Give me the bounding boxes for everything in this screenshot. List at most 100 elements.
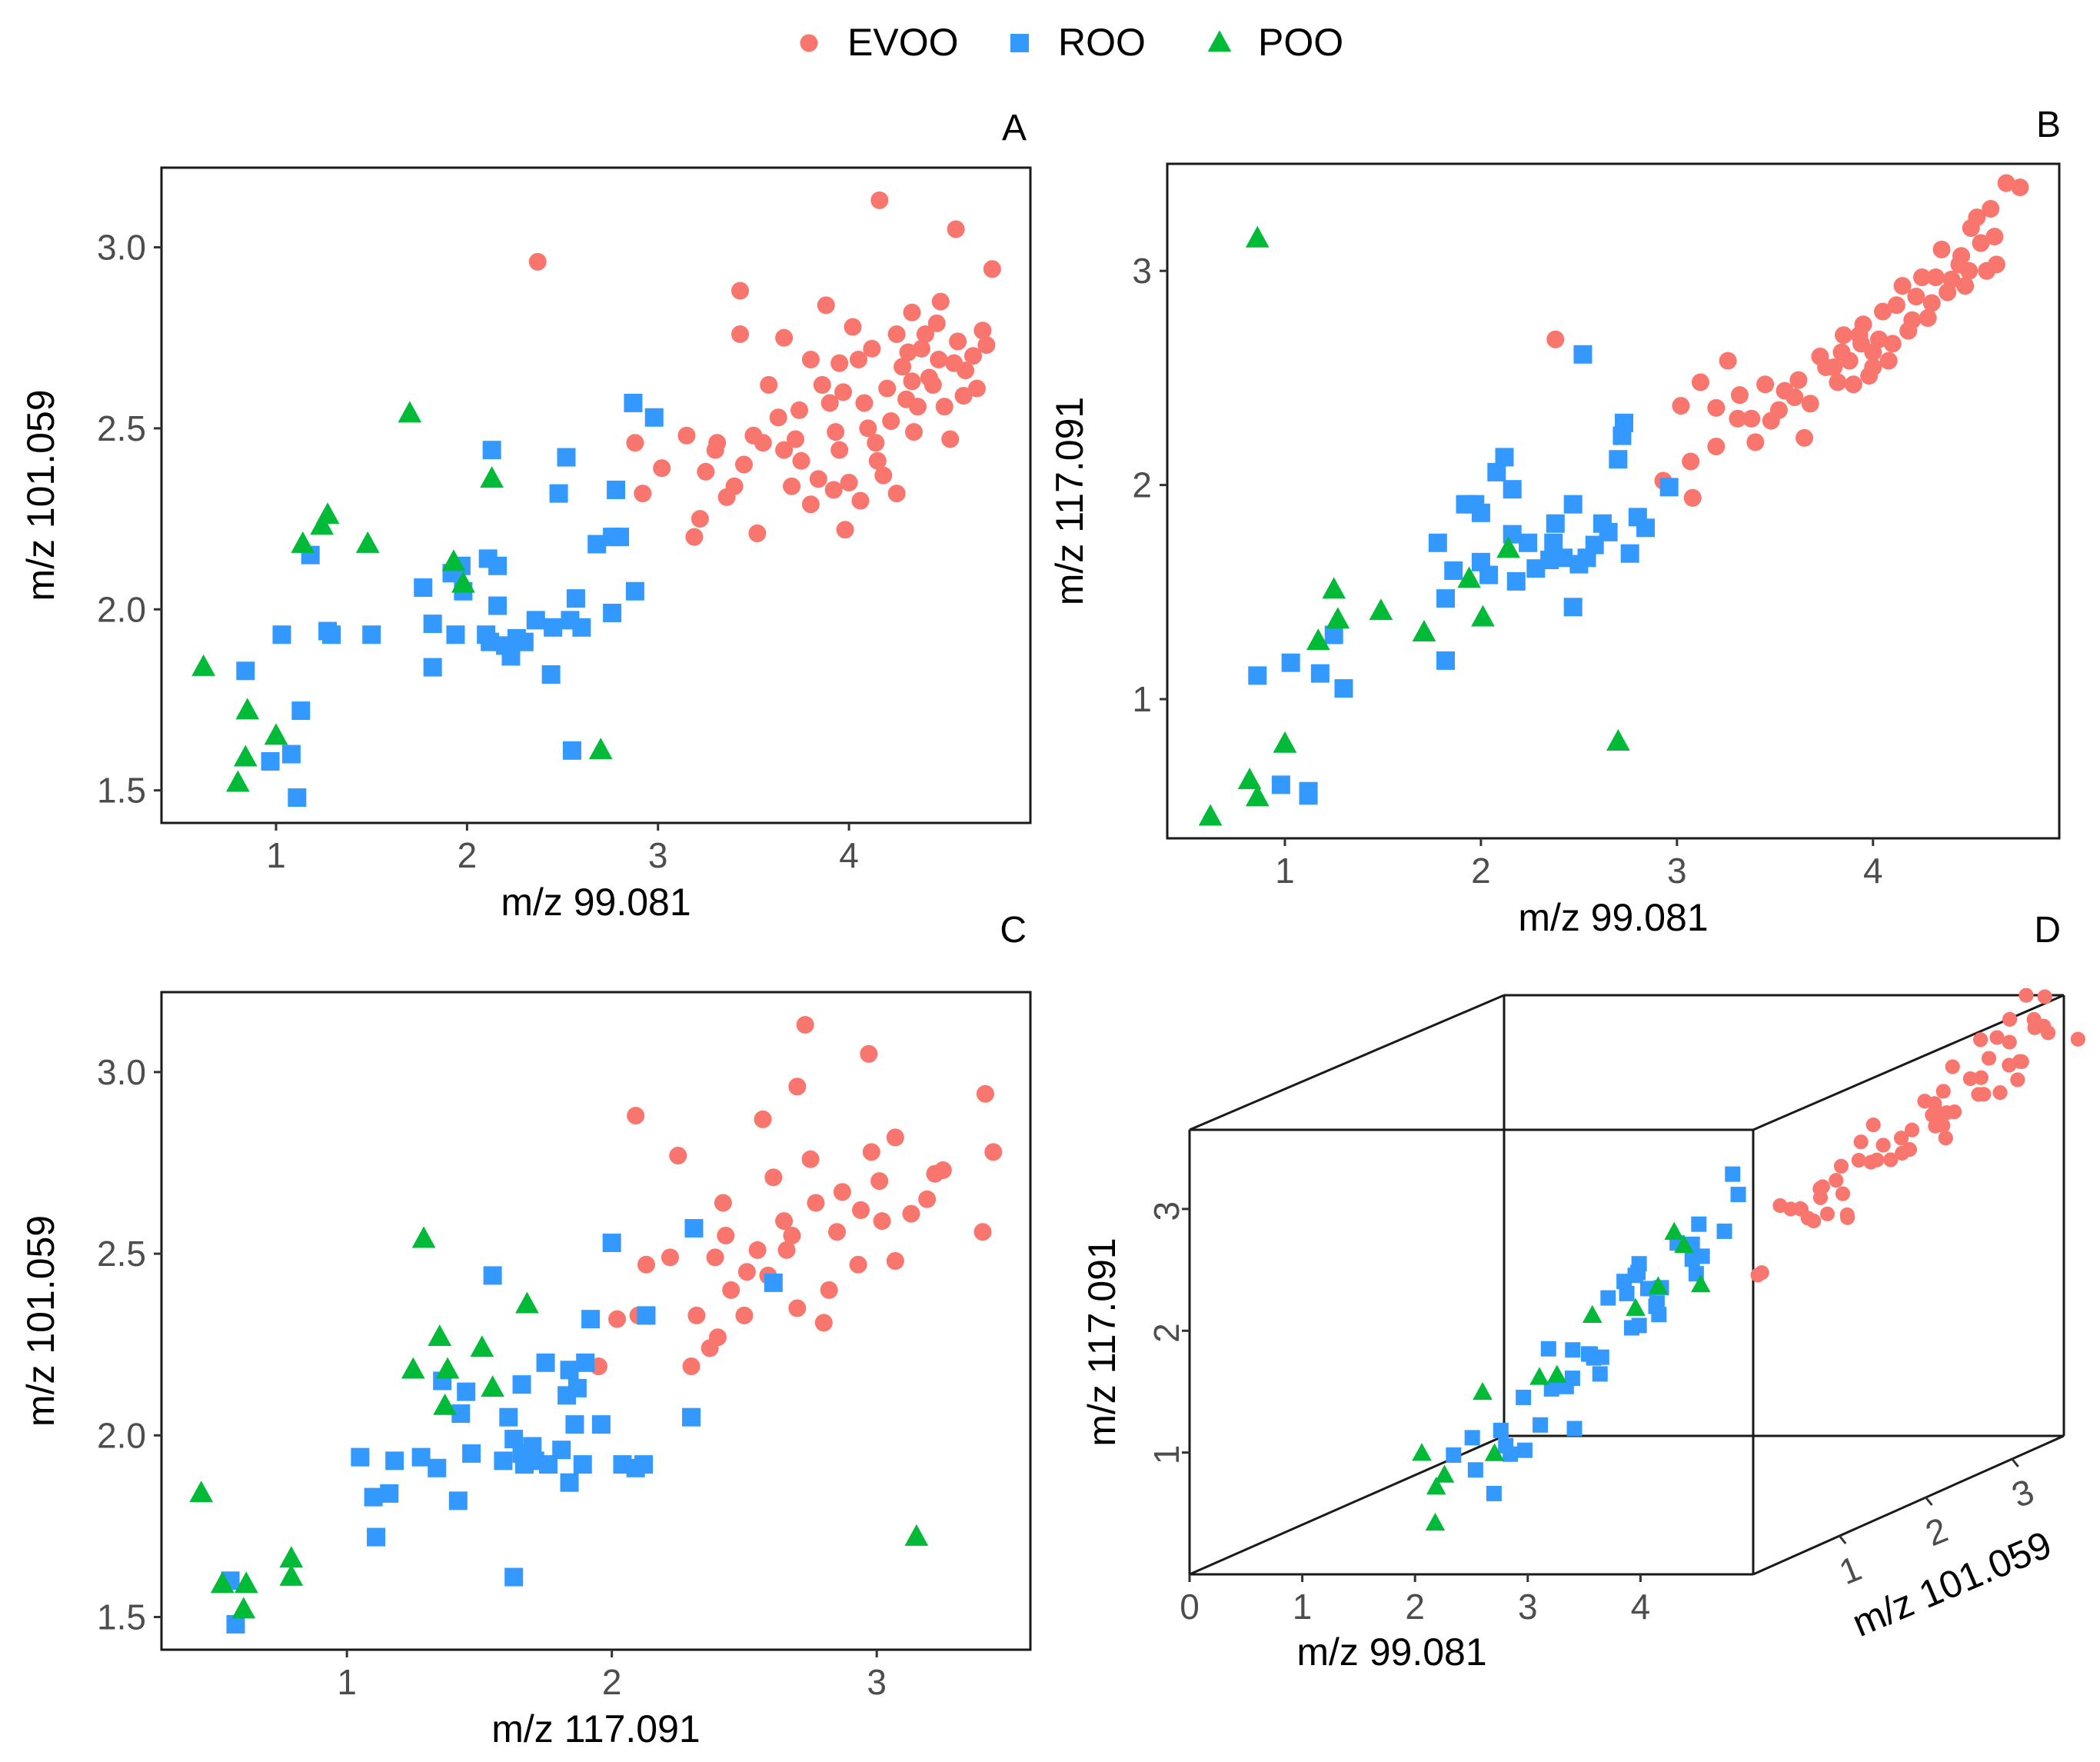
point-evoo-16 xyxy=(748,1241,767,1259)
point-poo-0 xyxy=(411,1226,436,1248)
point-evoo-19 xyxy=(813,375,831,394)
panel-d-zlabel: m/z 101.059 xyxy=(1846,1523,2058,1645)
x-tick-label: 1 xyxy=(337,1662,357,1702)
point-roo-12 xyxy=(1471,503,1490,522)
point-evoo-19 xyxy=(788,1299,807,1317)
panel-c-frame xyxy=(160,991,1032,1651)
point-evoo-3d-21 xyxy=(1829,1173,1844,1188)
point-evoo-56 xyxy=(1968,208,1986,227)
point-roo-3d-30 xyxy=(1467,1462,1483,1478)
point-poo-3d-0 xyxy=(1426,1476,1446,1495)
x-tick-label: 4 xyxy=(839,835,859,875)
point-roo-43 xyxy=(514,632,534,651)
point-evoo-16 xyxy=(1844,375,1862,394)
panel-b: B 1 2 3 4 1 2 3 m/z 99.081 m/z 117.091 xyxy=(1048,105,2061,939)
point-evoo-78 xyxy=(930,350,948,369)
point-roo-31 xyxy=(514,1455,534,1474)
point-evoo-54 xyxy=(1707,437,1726,456)
point-roo-2 xyxy=(1612,426,1632,445)
point-roo-34 xyxy=(236,661,255,681)
point-evoo-9 xyxy=(862,1143,880,1161)
point-poo-3d-2 xyxy=(1582,1304,1602,1324)
point-roo-11 xyxy=(457,1382,476,1401)
x-tick-label: 2 xyxy=(1471,851,1491,891)
point-roo-3d-5 xyxy=(1486,1485,1502,1501)
point-poo-3 xyxy=(1326,607,1350,629)
point-roo-21 xyxy=(322,625,341,645)
point-evoo-55 xyxy=(908,398,927,416)
point-poo-3d-13 xyxy=(1412,1443,1432,1461)
point-evoo-3d-10 xyxy=(2002,1034,2017,1050)
point-evoo-3 xyxy=(1682,452,1700,471)
point-evoo-59 xyxy=(809,470,827,488)
point-roo-32 xyxy=(1324,625,1343,645)
point-roo-4 xyxy=(637,1306,656,1325)
point-evoo-3d-17 xyxy=(1819,1206,1835,1221)
x-tick-label: 2 xyxy=(602,1662,622,1702)
point-evoo-50 xyxy=(787,430,805,448)
point-evoo-3d-38 xyxy=(2002,1011,2018,1027)
point-roo-3d-37 xyxy=(1581,1346,1597,1362)
x-tick-label: 4 xyxy=(1863,851,1883,891)
panel-c-xlabel: m/z 117.091 xyxy=(491,1707,700,1750)
point-evoo-18 xyxy=(801,495,820,514)
point-evoo-32 xyxy=(1997,174,2015,192)
point-poo-0 xyxy=(1245,225,1270,248)
point-roo-39 xyxy=(367,1527,386,1547)
point-roo-43 xyxy=(626,1458,645,1477)
point-evoo-0 xyxy=(1546,330,1565,348)
point-evoo-3d-39 xyxy=(1938,1131,1953,1146)
point-evoo-22 xyxy=(840,474,858,492)
point-roo-5 xyxy=(581,1310,601,1329)
panel-a-points xyxy=(191,191,1001,808)
x-tick-label: 1 xyxy=(1275,851,1295,891)
point-evoo-47 xyxy=(916,325,934,344)
point-evoo-3d-47 xyxy=(1973,1032,1989,1048)
point-evoo-59 xyxy=(1907,288,1925,306)
point-poo-8 xyxy=(189,1481,214,1503)
point-evoo-69 xyxy=(790,401,809,419)
point-evoo-42 xyxy=(783,1226,801,1245)
point-poo-10 xyxy=(1237,768,1262,790)
point-roo-3d-39 xyxy=(1651,1307,1667,1323)
y-tick-label: 1.5 xyxy=(97,771,146,811)
point-roo-0 xyxy=(624,393,643,412)
point-evoo-45 xyxy=(637,1255,655,1274)
point-evoo-29 xyxy=(807,1194,825,1212)
panel-d-points xyxy=(1412,988,2085,1531)
point-evoo-25 xyxy=(868,451,887,470)
point-evoo-3 xyxy=(788,1078,807,1096)
point-evoo-3d-29 xyxy=(1917,1094,1932,1109)
point-roo-3 xyxy=(483,1266,502,1285)
point-evoo-63 xyxy=(1832,343,1851,361)
point-poo-12 xyxy=(234,1571,258,1594)
point-evoo-16 xyxy=(783,477,801,495)
z-tick-label: 1 xyxy=(1833,1547,1866,1592)
point-roo-11 xyxy=(1546,514,1565,533)
x-tick-label: 1 xyxy=(1293,1587,1313,1627)
point-roo-37 xyxy=(560,1473,579,1492)
point-evoo-3d-52 xyxy=(2012,1054,2028,1069)
point-evoo-33 xyxy=(2011,178,2029,197)
point-roo-29 xyxy=(428,1458,447,1477)
point-roo-16 xyxy=(557,1386,577,1405)
point-evoo-23 xyxy=(849,350,868,369)
point-evoo-50 xyxy=(1789,371,1808,389)
point-evoo-63 xyxy=(824,481,843,499)
point-evoo-3d-3 xyxy=(1945,1059,1960,1074)
point-roo-4 xyxy=(549,484,568,503)
point-evoo-39 xyxy=(870,1172,889,1191)
point-evoo-2 xyxy=(1683,488,1702,507)
point-evoo-77 xyxy=(899,343,917,361)
point-roo-27 xyxy=(411,1447,431,1467)
point-evoo-55 xyxy=(1730,386,1749,405)
point-evoo-27 xyxy=(887,485,906,503)
point-roo-39 xyxy=(281,744,301,764)
point-roo-3d-21 xyxy=(1725,1166,1741,1182)
x-tick-label: 3 xyxy=(867,1662,887,1702)
y-tick-label: 2 xyxy=(1147,1323,1186,1343)
point-evoo-13 xyxy=(902,1204,920,1223)
y-tick-label: 3.0 xyxy=(97,228,146,268)
y-tick-label: 3 xyxy=(1147,1201,1186,1221)
point-evoo-46 xyxy=(903,303,921,321)
